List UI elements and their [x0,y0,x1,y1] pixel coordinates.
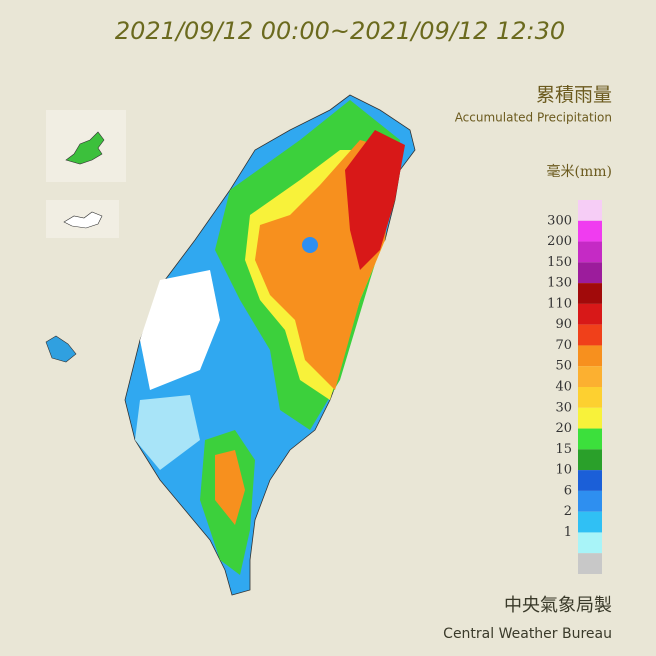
legend-swatch [578,283,602,304]
legend-label: 20 [555,421,572,436]
footer-zh: 中央氣象局製 [504,595,612,616]
legend-label: 50 [555,359,572,374]
legend-label: 300 [547,213,572,228]
light-rain [135,395,200,470]
legend-label: 40 [555,380,572,395]
red-area [345,130,405,270]
legend-swatch [578,241,602,263]
dry-area [140,270,220,390]
legend-label: 90 [555,317,572,332]
inset-island [63,211,103,229]
legend-swatch [578,490,602,512]
legend-label: 30 [555,400,572,415]
unit: 毫米(mm) [547,163,612,180]
legend-label: 70 [555,338,572,353]
legend-label: 200 [547,234,572,249]
legend-swatch [578,428,602,450]
legend-label: 110 [547,296,572,311]
legend-swatch [578,387,602,408]
lake [302,237,318,253]
title-en: Accumulated Precipitation [455,111,612,125]
legend-swatch [578,324,602,346]
legend-swatch [578,553,602,574]
legend-swatch [578,200,602,221]
penghu [45,335,77,363]
legend-swatch [578,449,602,471]
legend-label: 6 [564,483,572,498]
legend-swatch [578,366,602,387]
inset-island [65,131,105,165]
legend-swatch [578,470,602,491]
legend-label: 130 [547,276,572,291]
legend-swatch [578,220,602,242]
footer-en: Central Weather Bureau [443,626,612,642]
title-zh: 累積雨量 [536,84,612,106]
legend-swatch [578,262,602,284]
time-range: 2021/09/12 00:00~2021/09/12 12:30 [115,17,565,45]
legend-label: 1 [564,525,572,540]
legend-swatch [578,407,602,429]
legend-label: 10 [555,463,572,478]
legend-label: 150 [547,255,572,270]
legend-swatch [578,511,602,533]
legend-swatch [578,532,602,554]
south-orange [215,450,245,525]
legend-label: 15 [555,442,572,457]
legend-swatch [578,303,602,325]
legend-label: 2 [564,504,572,519]
legend-swatch [578,345,602,367]
